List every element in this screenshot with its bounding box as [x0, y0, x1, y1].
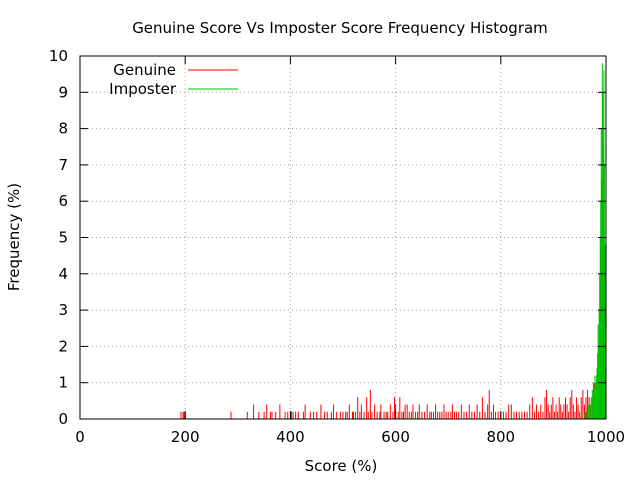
grid-lines: [80, 56, 606, 419]
x-tick-label: 1000: [587, 428, 625, 446]
chart-title: Genuine Score Vs Imposter Score Frequenc…: [132, 19, 548, 37]
x-tick-label: 400: [276, 428, 305, 446]
axis-ticks: [79, 55, 607, 420]
x-axis-label: Score (%): [305, 457, 378, 475]
y-tick-label: 7: [58, 156, 68, 174]
legend-label-imposter: Imposter: [109, 80, 177, 98]
x-tick-label: 0: [75, 428, 85, 446]
y-tick-label: 0: [58, 410, 68, 428]
x-tick-labels: 0 200 400 600 800 1000: [75, 428, 625, 446]
y-tick-label: 2: [58, 337, 68, 355]
x-tick-label: 600: [381, 428, 410, 446]
genuine-bars: [180, 382, 600, 419]
y-tick-label: 10: [49, 47, 68, 65]
y-axis-label: Frequency (%): [5, 183, 23, 291]
x-tick-label: 800: [486, 428, 515, 446]
legend-label-genuine: Genuine: [113, 61, 176, 79]
y-tick-label: 8: [58, 120, 68, 138]
y-tick-label: 9: [58, 83, 68, 101]
y-tick-label: 6: [58, 192, 68, 210]
y-tick-labels: 0 1 2 3 4 5 6 7 8 9 10: [49, 47, 68, 428]
x-tick-label: 200: [171, 428, 200, 446]
y-tick-label: 5: [58, 229, 68, 247]
y-tick-label: 1: [58, 374, 68, 392]
y-tick-label: 3: [58, 301, 68, 319]
imposter-bars: [584, 63, 607, 419]
y-tick-label: 4: [58, 265, 68, 283]
legend: Genuine Imposter: [109, 61, 238, 98]
